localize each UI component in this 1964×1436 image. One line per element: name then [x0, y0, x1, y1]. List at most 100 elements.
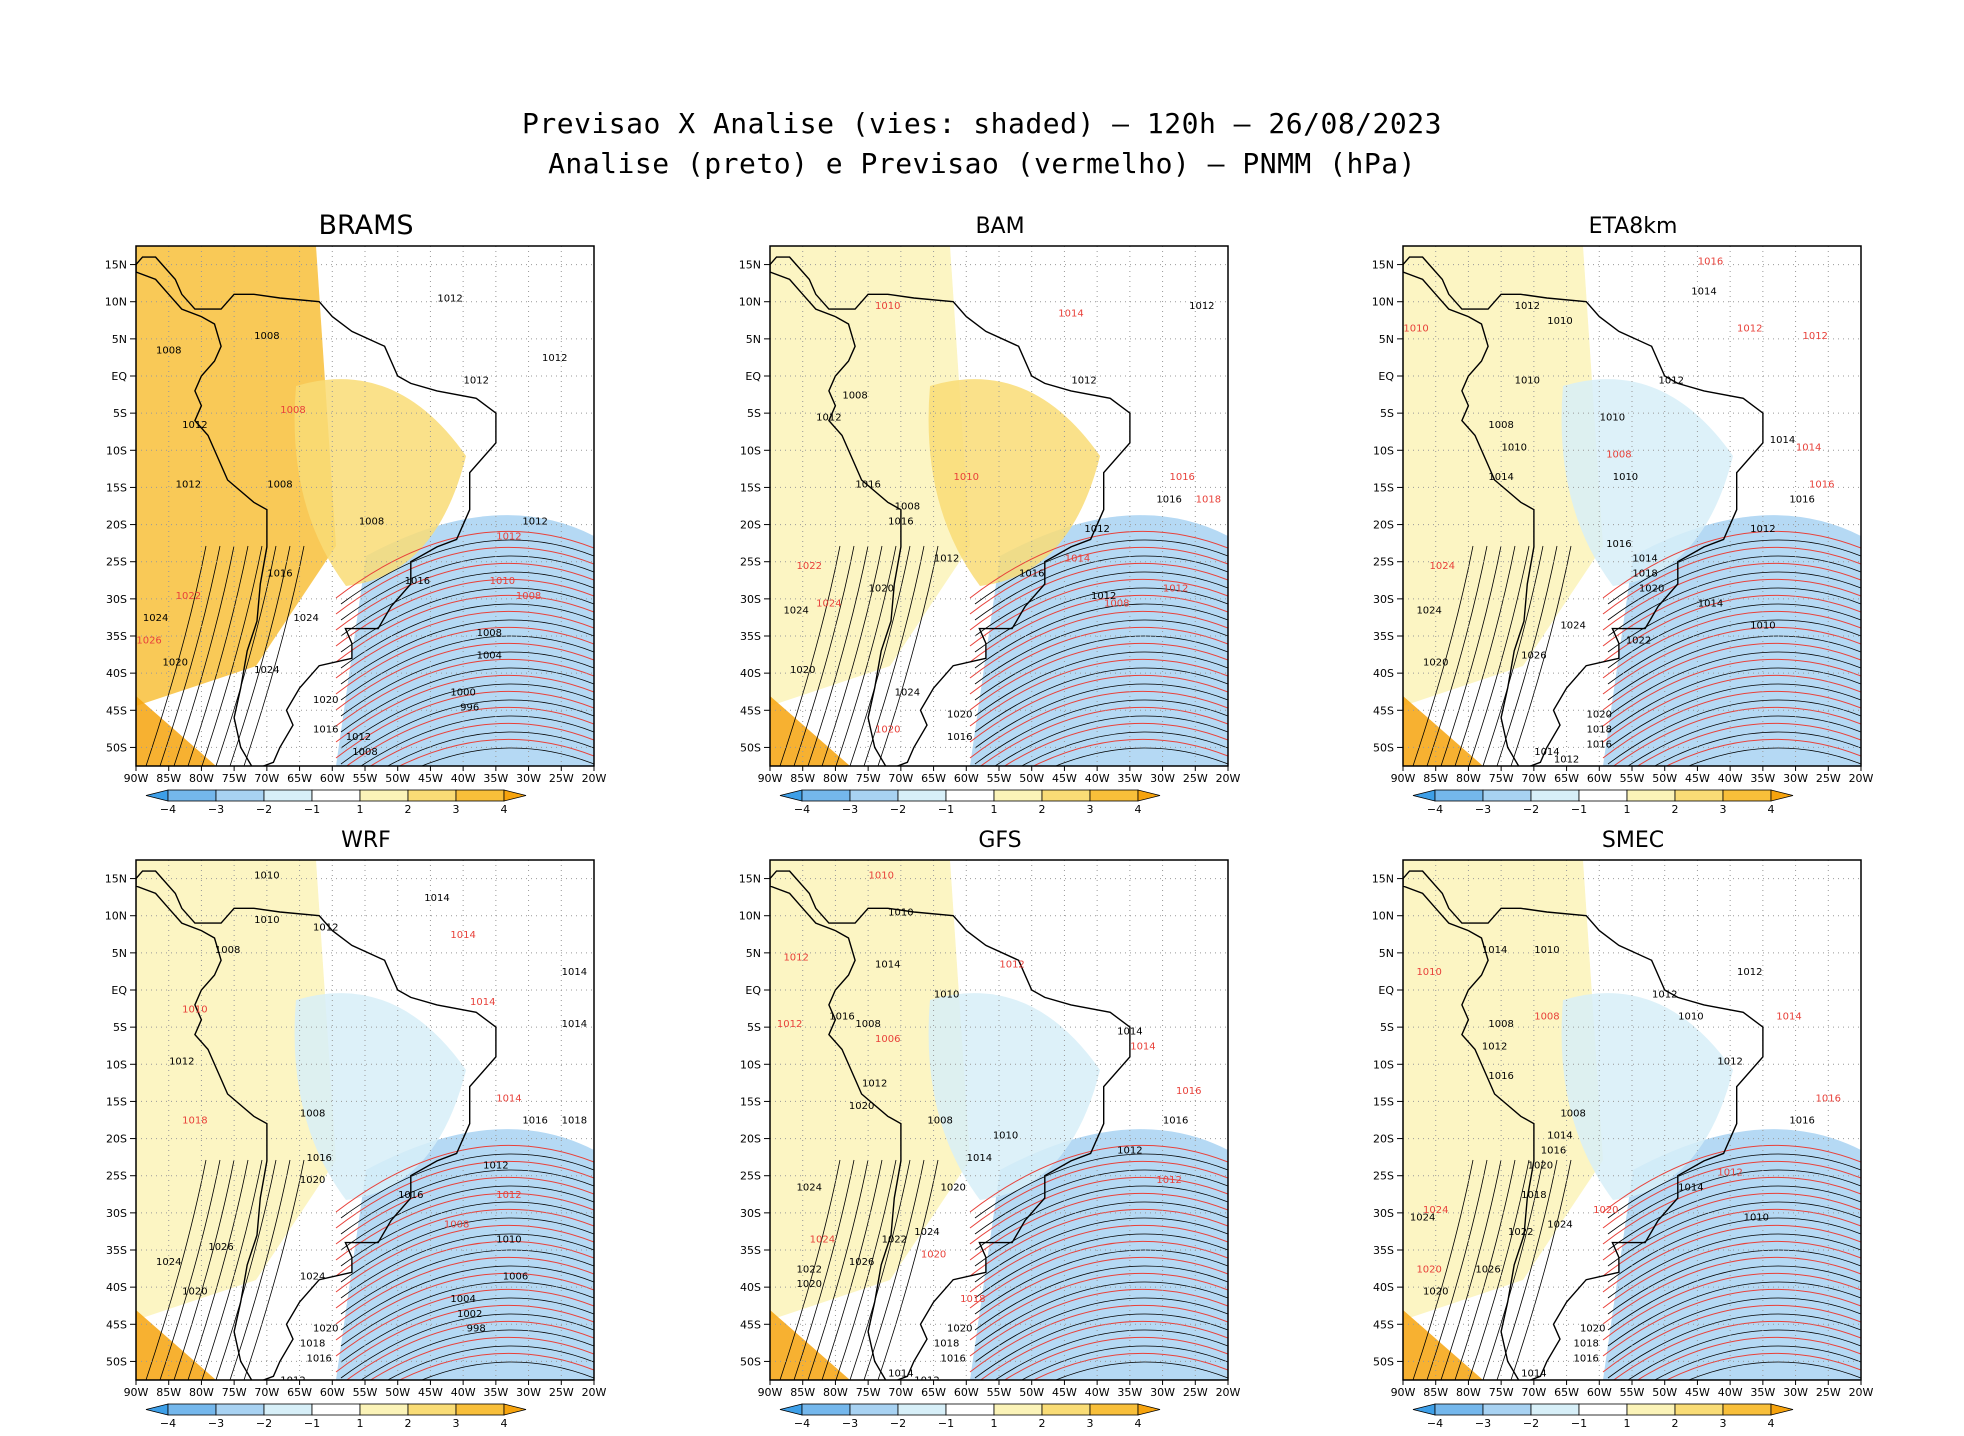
analysis-isobar [1653, 731, 1861, 766]
analysis-isobar [145, 1159, 207, 1380]
forecast-isobar [969, 690, 1228, 759]
isobar-label: 1010 [1547, 316, 1572, 327]
isobar-label: 1016 [306, 1353, 331, 1364]
analysis-isobar [1627, 1329, 1861, 1380]
isobar-label: 1010 [1744, 1212, 1769, 1223]
isobar-label: 1016 [1019, 569, 1044, 580]
analysis-isobar [1687, 1361, 1861, 1380]
colorbar-arrow-right [1770, 789, 1794, 802]
lat-label: 15N [105, 873, 127, 886]
isobar-label: 1026 [208, 1242, 233, 1253]
lat-label: 35S [106, 630, 127, 643]
analysis-isobar [1607, 1265, 1861, 1331]
lon-label: 90W [1391, 772, 1416, 785]
analysis-isobar [340, 651, 594, 717]
lat-label: 10S [1373, 444, 1394, 457]
lon-label: 35W [1750, 772, 1775, 785]
lon-label: 50W [1652, 772, 1677, 785]
analysis-isobar [849, 1159, 911, 1380]
analysis-isobar [821, 545, 883, 766]
analysis-isobar [1627, 715, 1861, 766]
analysis-isobar [974, 1265, 1228, 1331]
analysis-isobar [1607, 587, 1861, 653]
isobar-label: 1012 [1717, 1168, 1742, 1179]
lat-label: 50S [106, 741, 127, 754]
lat-label: 35S [106, 1244, 127, 1257]
forecast-isobar [969, 1192, 1228, 1261]
colorbar-tick-label: −1 [304, 1417, 320, 1430]
colorbar-arrow-right [503, 789, 527, 802]
isobar-label: 1022 [1626, 635, 1651, 646]
colorbar-tick-label: 4 [501, 803, 508, 816]
lat-label: 25S [106, 556, 127, 569]
analysis-isobar [1412, 1159, 1474, 1380]
colorbar-tick-label: −3 [1475, 1417, 1491, 1430]
isobar-label: 1008 [1560, 1108, 1585, 1119]
analysis-isobar [340, 571, 594, 637]
isobar-label: 1024 [1547, 1220, 1572, 1231]
colorbar-segment [1722, 789, 1772, 802]
analysis-isobar [243, 545, 305, 766]
panel-title-brams: BRAMS [318, 210, 414, 241]
isobar-label: 1010 [1403, 323, 1428, 334]
forecast-isobar [1602, 1240, 1861, 1309]
isobar-label: 1012 [1482, 1041, 1507, 1052]
forecast-isobar [335, 626, 594, 695]
forecast-isobar [969, 1240, 1228, 1309]
lon-label: 75W [1489, 772, 1514, 785]
forecast-isobar [1613, 706, 1861, 766]
lon-label: 30W [1783, 1386, 1808, 1399]
lon-label: 20W [1849, 1386, 1874, 1399]
colorbar-segment [407, 789, 457, 802]
lon-label: 50W [1019, 1386, 1044, 1399]
lon-label: 80W [823, 1386, 848, 1399]
analysis-isobar [974, 1313, 1228, 1379]
lon-label: 75W [856, 772, 881, 785]
isobar-label: 1024 [143, 613, 168, 624]
colorbar-tick-label: −1 [938, 803, 954, 816]
isobar-label: 1012 [1163, 583, 1188, 594]
lat-label: 5S [747, 1021, 761, 1034]
forecast-isobar [1602, 578, 1861, 647]
lat-label: 30S [1373, 593, 1394, 606]
lon-label: 80W [189, 1386, 214, 1399]
colorbar-tick-label: 3 [1087, 1417, 1094, 1430]
bias-shade-region [1403, 246, 1603, 706]
isobar-label: 1016 [1789, 1116, 1814, 1127]
forecast-isobar [969, 610, 1228, 679]
colorbar-tick-label: −3 [208, 803, 224, 816]
forecast-isobar [969, 546, 1228, 615]
analysis-isobar [807, 1159, 869, 1380]
analysis-isobar [1482, 1159, 1544, 1380]
isobar-label: 1008 [1104, 598, 1129, 609]
lon-label: 55W [353, 1386, 378, 1399]
isobar-label: 1010 [1515, 375, 1540, 386]
lon-label: 85W [156, 1386, 181, 1399]
forecast-isobar [335, 1192, 594, 1261]
forecast-isobar [398, 1352, 594, 1380]
forecast-isobar [335, 1144, 594, 1213]
lon-label: 30W [1150, 772, 1175, 785]
analysis-isobar [386, 731, 594, 766]
analysis-isobar [1607, 1281, 1861, 1347]
analysis-isobar [173, 545, 235, 766]
lon-label: 70W [254, 1386, 279, 1399]
isobar-label: 1012 [1084, 524, 1109, 535]
isobar-label: 1018 [1587, 725, 1612, 736]
isobar-label: 1026 [136, 635, 161, 646]
colorbar-segment [407, 1403, 457, 1416]
lat-label: 15S [106, 481, 127, 494]
isobar-label: 1026 [1521, 650, 1546, 661]
isobar-label: 1010 [254, 915, 279, 926]
isobar-label: 1024 [1410, 1212, 1435, 1223]
lon-label: 90W [1391, 1386, 1416, 1399]
isobar-label: 1012 [1117, 1145, 1142, 1156]
isobar-label: 1012 [934, 554, 959, 565]
colorbar-tick-label: −4 [1427, 1417, 1443, 1430]
lat-label: 40S [740, 667, 761, 680]
lat-label: 45S [1373, 1318, 1394, 1331]
colorbar-tick-label: 1 [991, 1417, 998, 1430]
analysis-isobar [1607, 667, 1861, 733]
forecast-isobar [1602, 1224, 1861, 1293]
lat-label: 45S [106, 1318, 127, 1331]
